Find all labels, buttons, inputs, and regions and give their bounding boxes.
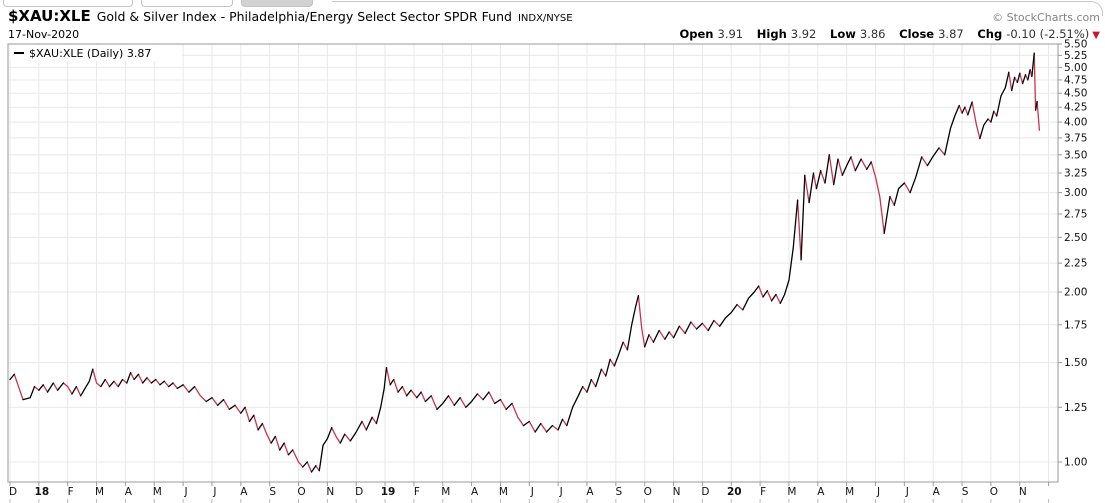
svg-text:A: A bbox=[240, 486, 248, 498]
stockcharts-copyright-link[interactable]: © StockCharts.com bbox=[992, 11, 1100, 24]
svg-text:A: A bbox=[817, 486, 825, 498]
svg-text:4.50: 4.50 bbox=[1064, 88, 1087, 100]
svg-text:A: A bbox=[933, 486, 941, 498]
chart-date: 17-Nov-2020 bbox=[8, 28, 80, 41]
svg-text:4.25: 4.25 bbox=[1064, 102, 1087, 114]
low-label: Low bbox=[830, 27, 856, 41]
symbol-description: Gold & Silver Index - Philadelphia/Energ… bbox=[96, 9, 512, 24]
svg-text:M: M bbox=[95, 486, 104, 498]
svg-text:2.00: 2.00 bbox=[1064, 287, 1087, 299]
svg-text:5.00: 5.00 bbox=[1064, 62, 1087, 74]
svg-text:3.50: 3.50 bbox=[1064, 149, 1087, 161]
svg-text:J: J bbox=[212, 486, 216, 498]
svg-text:3.25: 3.25 bbox=[1064, 167, 1087, 179]
svg-text:S: S bbox=[269, 486, 276, 498]
chart-header: $XAU:XLE Gold & Silver Index - Philadelph… bbox=[8, 8, 1100, 43]
low-value: 3.86 bbox=[859, 27, 886, 41]
svg-text:2.75: 2.75 bbox=[1064, 208, 1087, 220]
close-label: Close bbox=[899, 27, 935, 41]
high-label: High bbox=[756, 27, 787, 41]
svg-text:5.25: 5.25 bbox=[1064, 50, 1087, 62]
tab-stub-3[interactable] bbox=[241, 0, 313, 7]
open-value: 3.91 bbox=[717, 27, 744, 41]
svg-text:J: J bbox=[530, 486, 534, 498]
svg-text:O: O bbox=[644, 486, 652, 498]
svg-text:S: S bbox=[962, 486, 969, 498]
symbol-title: $XAU:XLE bbox=[8, 7, 91, 25]
svg-text:A: A bbox=[586, 486, 594, 498]
high-value: 3.92 bbox=[790, 27, 817, 41]
svg-text:M: M bbox=[153, 486, 162, 498]
ohlc-quote-row: Open 3.91 High 3.92 Low 3.86 Close 3.87 Chg -… bbox=[670, 27, 1101, 43]
svg-text:F: F bbox=[760, 486, 766, 498]
legend-label: $XAU:XLE (Daily) 3.87 bbox=[29, 47, 151, 60]
svg-text:A: A bbox=[125, 486, 133, 498]
svg-text:M: M bbox=[499, 486, 508, 498]
svg-text:N: N bbox=[673, 486, 681, 498]
svg-text:20: 20 bbox=[727, 486, 742, 498]
open-label: Open bbox=[679, 27, 714, 41]
close-value: 3.87 bbox=[938, 27, 964, 41]
svg-text:1.00: 1.00 bbox=[1064, 457, 1087, 469]
svg-text:2.50: 2.50 bbox=[1064, 232, 1087, 244]
svg-text:M: M bbox=[787, 486, 796, 498]
svg-text:19: 19 bbox=[381, 486, 396, 498]
exchange-label: INDX/NYSE bbox=[517, 13, 573, 24]
tab-stub-1[interactable] bbox=[3, 0, 133, 7]
svg-text:J: J bbox=[184, 486, 188, 498]
svg-text:D: D bbox=[355, 486, 363, 498]
svg-text:J: J bbox=[559, 486, 563, 498]
svg-text:J: J bbox=[905, 486, 909, 498]
svg-text:J: J bbox=[876, 486, 880, 498]
svg-text:S: S bbox=[616, 486, 623, 498]
svg-text:4.75: 4.75 bbox=[1064, 74, 1087, 86]
svg-text:1.75: 1.75 bbox=[1064, 319, 1087, 331]
svg-text:M: M bbox=[441, 486, 450, 498]
svg-text:N: N bbox=[1019, 486, 1027, 498]
svg-text:3.75: 3.75 bbox=[1064, 132, 1087, 144]
svg-text:D: D bbox=[701, 486, 709, 498]
svg-text:18: 18 bbox=[35, 486, 50, 498]
svg-text:4.00: 4.00 bbox=[1064, 117, 1087, 129]
svg-text:1.25: 1.25 bbox=[1064, 402, 1087, 414]
svg-text:1.50: 1.50 bbox=[1064, 357, 1087, 369]
svg-text:F: F bbox=[414, 486, 420, 498]
svg-text:5.50: 5.50 bbox=[1064, 39, 1087, 51]
svg-text:3.00: 3.00 bbox=[1064, 187, 1087, 199]
svg-text:N: N bbox=[326, 486, 334, 498]
down-triangle-icon: ▼ bbox=[1092, 30, 1100, 41]
svg-text:D: D bbox=[9, 486, 17, 498]
chg-value: -0.10 (-2.51%) bbox=[1006, 27, 1090, 41]
tab-stub-2[interactable] bbox=[141, 0, 233, 7]
svg-text:M: M bbox=[845, 486, 854, 498]
svg-text:O: O bbox=[297, 486, 305, 498]
svg-text:2.25: 2.25 bbox=[1064, 258, 1087, 270]
chg-label: Chg bbox=[977, 27, 1003, 41]
svg-text:A: A bbox=[471, 486, 479, 498]
svg-text:O: O bbox=[990, 486, 998, 498]
svg-text:F: F bbox=[68, 486, 74, 498]
title-line: $XAU:XLE Gold & Silver Index - Philadelph… bbox=[8, 8, 573, 26]
